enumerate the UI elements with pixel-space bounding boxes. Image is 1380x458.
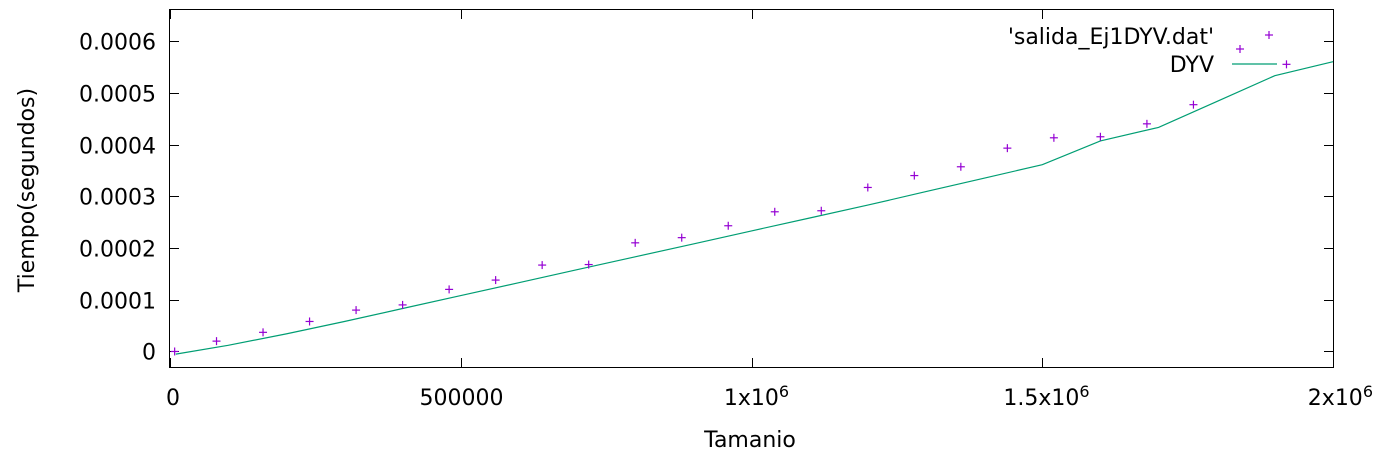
data-point xyxy=(956,162,965,171)
legend-point-marker xyxy=(1236,31,1273,53)
x-tick-label: 0 xyxy=(166,386,180,411)
x-tick-labels: 0 500000 1x106 1.5x106 2x106 xyxy=(166,382,1373,411)
data-point xyxy=(352,306,361,315)
data-point xyxy=(1142,119,1151,128)
data-point xyxy=(491,276,500,285)
y-axis-title: Tiempo(segundos) xyxy=(15,88,40,293)
x-tick-label: 2x106 xyxy=(1308,382,1373,411)
data-point xyxy=(259,328,268,337)
data-point xyxy=(445,285,454,294)
y-tick-label: 0.0004 xyxy=(79,135,156,160)
y-tick-label: 0 xyxy=(142,341,156,366)
y-tick-label: 0.0002 xyxy=(79,238,156,263)
data-point xyxy=(538,261,547,270)
data-point xyxy=(770,207,779,216)
data-point xyxy=(631,238,640,247)
data-point xyxy=(170,347,179,356)
x-tick-label: 1x106 xyxy=(724,382,789,411)
legend-label-line: DYV xyxy=(1170,53,1214,78)
y-tick-label: 0.0003 xyxy=(79,186,156,211)
data-point xyxy=(398,300,407,309)
legend-label-points: 'salida_Ej1DYV.dat' xyxy=(1008,25,1214,50)
data-point xyxy=(305,317,314,326)
series-dyv xyxy=(175,61,1334,355)
dyv-line xyxy=(175,61,1334,355)
x-tick-label: 1.5x106 xyxy=(1003,382,1089,411)
data-point xyxy=(910,171,919,180)
y-tick-labels: 0 0.0001 0.0002 0.0003 0.0004 0.0005 0.0006 xyxy=(79,31,156,366)
legend-plus-2 xyxy=(1265,31,1273,39)
data-point xyxy=(212,337,221,346)
data-point xyxy=(724,221,733,230)
data-point xyxy=(1003,144,1012,153)
legend: 'salida_Ej1DYV.dat' DYV xyxy=(1008,25,1277,78)
x-axis-title: Tamanio xyxy=(703,428,796,453)
x-tick-label: 500000 xyxy=(420,386,504,411)
tick-marks xyxy=(170,10,1334,367)
y-tick-label: 0.0005 xyxy=(79,83,156,108)
data-point xyxy=(1189,100,1198,109)
plot-frame xyxy=(169,9,1334,368)
data-point xyxy=(584,260,593,269)
data-point xyxy=(817,206,826,215)
legend-plus-1 xyxy=(1236,45,1244,53)
data-point xyxy=(1049,133,1058,142)
y-tick-label: 0.0001 xyxy=(79,290,156,315)
data-point xyxy=(1282,60,1291,69)
y-tick-label: 0.0006 xyxy=(79,31,156,56)
data-point xyxy=(863,183,872,192)
data-point xyxy=(1096,132,1105,141)
series-salida-points xyxy=(170,60,1291,356)
data-point xyxy=(677,233,686,242)
